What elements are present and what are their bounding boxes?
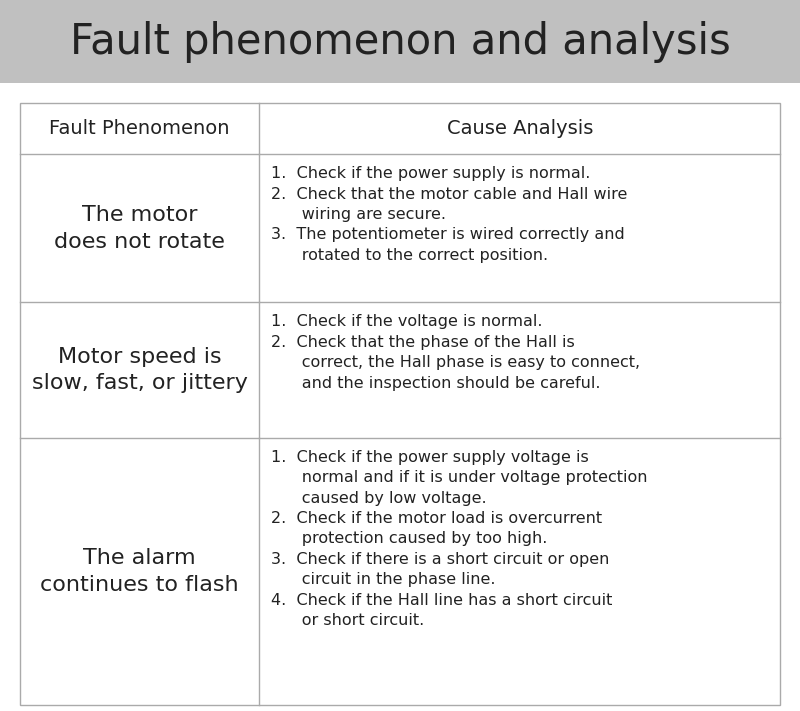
Text: The motor
does not rotate: The motor does not rotate bbox=[54, 205, 225, 252]
Bar bbox=[0, 0, 800, 83]
Text: Fault phenomenon and analysis: Fault phenomenon and analysis bbox=[70, 21, 730, 63]
Text: The alarm
continues to flash: The alarm continues to flash bbox=[40, 548, 239, 594]
Text: 1.  Check if the power supply voltage is
      normal and if it is under voltage: 1. Check if the power supply voltage is … bbox=[271, 450, 648, 628]
Text: Cause Analysis: Cause Analysis bbox=[446, 119, 593, 138]
Text: 1.  Check if the voltage is normal.
2.  Check that the phase of the Hall is
    : 1. Check if the voltage is normal. 2. Ch… bbox=[271, 314, 641, 390]
Text: Motor speed is
slow, fast, or jittery: Motor speed is slow, fast, or jittery bbox=[32, 347, 248, 393]
Text: Fault Phenomenon: Fault Phenomenon bbox=[50, 119, 230, 138]
Bar bbox=[20, 103, 780, 705]
Text: 1.  Check if the power supply is normal.
2.  Check that the motor cable and Hall: 1. Check if the power supply is normal. … bbox=[271, 166, 628, 263]
